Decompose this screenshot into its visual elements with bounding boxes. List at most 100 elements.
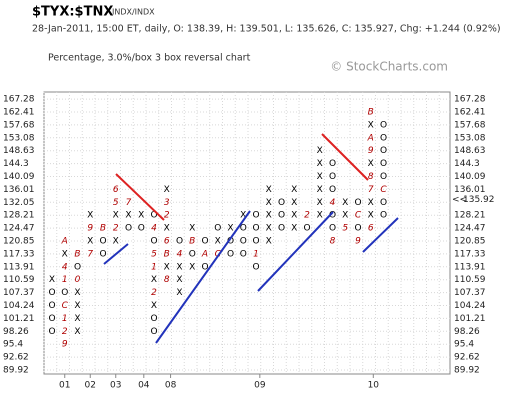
y-tick-label: 92.62 [3,353,29,363]
y-tick-label-right: 98.26 [454,327,480,337]
y-tick-label-right: 89.92 [454,366,480,376]
box: O [125,224,132,234]
month-marker: 9 [368,146,374,156]
box: O [214,224,221,234]
box: O [329,185,336,195]
month-marker: 1 [62,275,68,285]
support-line [103,243,129,265]
box: O [61,288,68,298]
box: X [164,185,170,195]
month-marker: 4 [330,198,336,208]
box: O [48,314,55,324]
month-marker: 8 [164,275,170,285]
month-marker: 8 [368,172,374,182]
box: O [150,211,157,221]
y-tick-label-right: 153.08 [454,133,486,143]
month-marker: 9 [62,340,68,350]
x-tick-label: 09 [254,381,266,391]
y-tick-label-right: 162.41 [454,108,486,118]
box: X [189,224,195,234]
month-marker: B [368,108,374,118]
box: O [240,249,247,259]
box: X [266,237,272,247]
box: O [99,249,106,259]
box: X [227,224,233,234]
month-marker: 2 [113,224,119,234]
box: O [252,224,259,234]
box: X [49,275,55,285]
y-tick-label-right: 157.68 [454,120,486,130]
x-tick-label: 08 [165,381,177,391]
box: X [266,224,272,234]
y-tick-label-right: 117.33 [454,249,486,259]
box: O [252,262,259,272]
box: O [176,237,183,247]
month-marker: 5 [342,224,348,234]
month-marker: 8 [330,237,336,247]
y-tick-label-right: 148.63 [454,146,486,156]
box: X [342,198,348,208]
last-price-marker: << [452,195,467,205]
box: O [380,146,387,156]
box: O [329,172,336,182]
box: X [342,211,348,221]
y-tick-label-right: 92.62 [454,353,480,363]
box: O [99,237,106,247]
month-marker: 6 [368,224,374,234]
month-marker: 2 [62,327,68,337]
box: O [240,237,247,247]
box: X [266,198,272,208]
y-tick-label-right: 113.91 [454,262,486,272]
y-tick-label: 95.4 [3,340,23,350]
box: O [303,224,310,234]
month-marker: 1 [253,249,259,259]
month-marker: A [61,237,68,247]
box: X [62,249,68,259]
box: X [368,211,374,221]
y-tick-label-right: 136.01 [454,185,486,195]
box: O [380,159,387,169]
box: O [278,211,285,221]
box: X [74,314,80,324]
box: O [48,301,55,311]
box: X [151,301,157,311]
trend-lines [103,133,399,344]
box: X [317,146,323,156]
box: X [176,275,182,285]
box: X [215,237,221,247]
box: O [201,237,208,247]
box: X [176,288,182,298]
box: O [150,237,157,247]
month-marker: B [164,249,170,259]
x-tick-label: 02 [85,381,96,391]
y-tick-label: 101.21 [3,314,35,324]
box: X [291,185,297,195]
y-tick-label-right: 110.59 [454,275,486,285]
month-marker: 2 [151,288,157,298]
box: X [291,224,297,234]
y-tick-label-right: 144.3 [454,159,480,169]
x-tick-label: 04 [138,381,150,391]
y-tick-label: 128.21 [3,211,35,221]
y-tick-label-right: 101.21 [454,314,486,324]
month-marker: 6 [113,185,119,195]
watermark: © StockCharts.com [330,60,448,74]
box: O [227,237,234,247]
month-marker: C [62,301,69,311]
box: O [138,224,145,234]
box: O [380,172,387,182]
box: X [368,159,374,169]
y-tick-label-right: 140.09 [454,172,486,182]
y-tick-label: 117.33 [3,249,35,259]
box: O [227,249,234,259]
chart-title: $TYX:$TNX [32,5,113,20]
box: X [164,224,170,234]
y-tick-label: 140.09 [3,172,35,182]
y-tick-label: 136.01 [3,185,35,195]
month-marker: 7 [368,185,374,195]
support-line [362,217,399,253]
month-marker: C [380,185,387,195]
box: O [48,288,55,298]
y-tick-label-right: 167.28 [454,95,486,105]
y-tick-label-right: 124.47 [454,224,486,234]
